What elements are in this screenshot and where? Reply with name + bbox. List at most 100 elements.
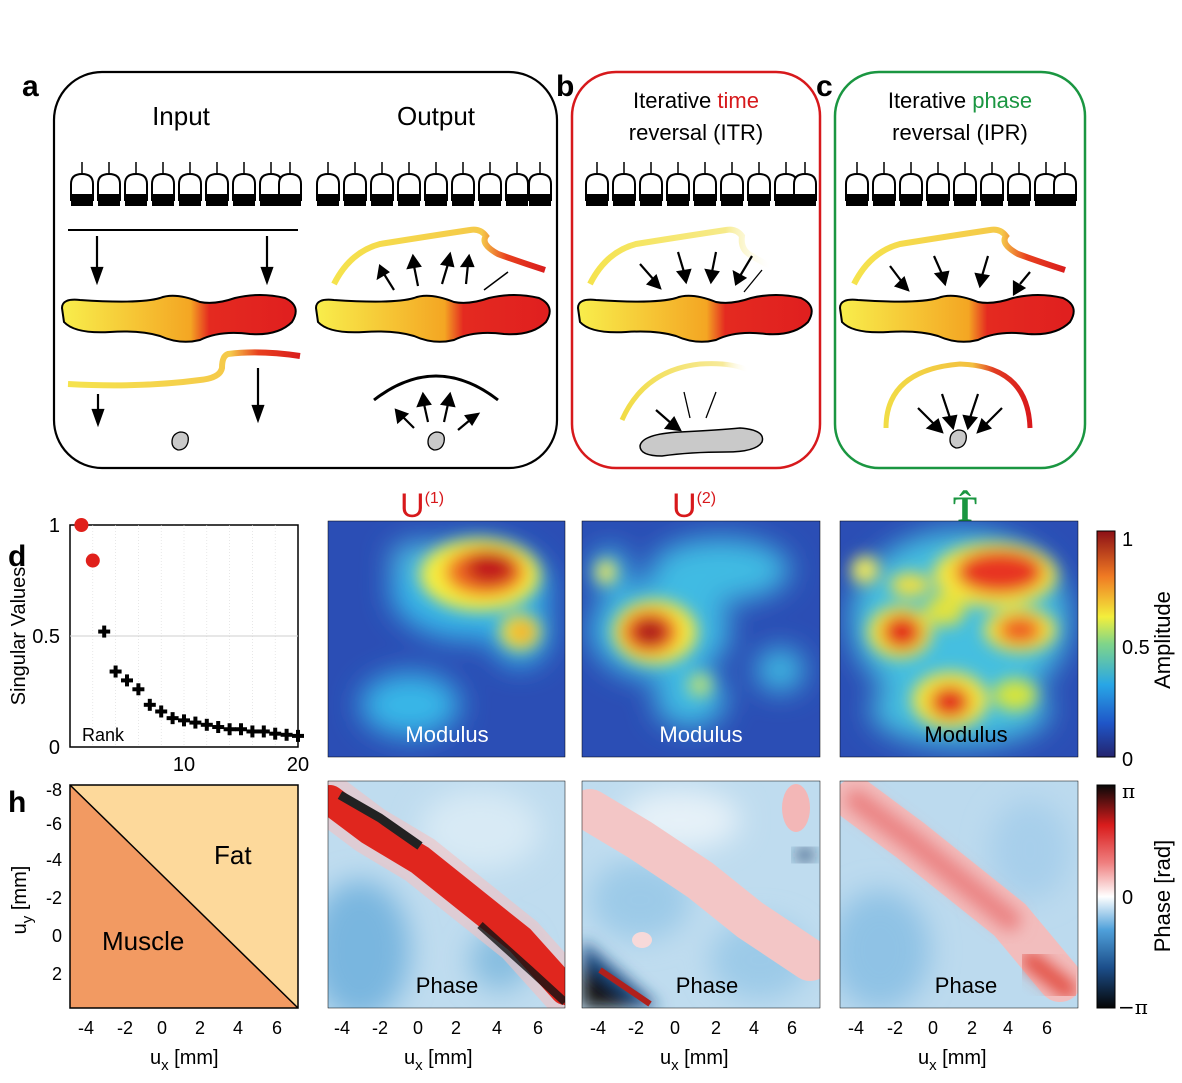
input-label: Input (152, 101, 211, 131)
chart-d-xtick: 20 (287, 754, 309, 776)
svg-text:0: 0 (157, 1018, 167, 1038)
svg-text:0: 0 (670, 1018, 680, 1038)
ux-ticks-k: -4 -2 0 2 4 6 (848, 1018, 1052, 1038)
svg-text:6: 6 (1042, 1018, 1052, 1038)
singular-value-point (155, 705, 168, 718)
singular-value-point (223, 723, 236, 736)
muscle-label: Muscle (102, 926, 184, 956)
svg-text:4: 4 (492, 1018, 502, 1038)
singular-value-point (98, 625, 111, 638)
panel-c-frame (833, 70, 1087, 470)
modulus-map-u1 (328, 521, 565, 757)
svg-text:-4: -4 (334, 1018, 350, 1038)
phase-label-i: Phase (416, 973, 478, 998)
svg-text:6: 6 (787, 1018, 797, 1038)
amplitude-tick-0: 0 (1122, 749, 1133, 771)
phase-title: Phase [rad] (1150, 840, 1175, 953)
singular-value-point (269, 727, 282, 740)
panel-c-ipr-schematic: Iterative phase reversal (IPR) (833, 70, 1087, 470)
chart-d-xtick: 10 (173, 754, 195, 776)
ux-label-h: ux [mm] (150, 1047, 219, 1074)
output-arrows-up (376, 251, 509, 291)
itr-arrows-down (639, 251, 763, 293)
svg-text:-6: -6 (46, 814, 62, 834)
rank-label: Rank (82, 725, 125, 745)
svg-text:2: 2 (52, 964, 62, 984)
svg-text:6: 6 (533, 1018, 543, 1038)
panel-label-h: h (8, 786, 26, 819)
svg-text:-4: -4 (46, 850, 62, 870)
phase-tick-pi: π (1122, 779, 1135, 803)
u2-header: U(2) (672, 487, 716, 525)
ipr-transducer-array (845, 161, 1077, 207)
panel-label-d: d (8, 540, 26, 573)
svg-text:6: 6 (272, 1018, 282, 1038)
u1-header: U(1) (400, 487, 444, 525)
itr-wave (587, 226, 772, 286)
panel-b-itr-schematic: Iterative time reversal (ITR) (570, 70, 822, 470)
ipr-arrows-down (889, 255, 1031, 296)
svg-text:-2: -2 (117, 1018, 133, 1038)
singular-value-point (166, 712, 179, 725)
singular-value-point (189, 716, 202, 729)
modulus-map-t-hat (840, 521, 1078, 757)
output-target (427, 431, 445, 451)
ux-ticks-h: -4 -2 0 2 4 6 (78, 1018, 282, 1038)
output-distorted-wave (331, 226, 546, 286)
itr-transducer-array (585, 161, 817, 207)
ux-ticks-i: -4 -2 0 2 4 6 (334, 1018, 543, 1038)
svg-text:0: 0 (52, 926, 62, 946)
singular-value-point (212, 721, 225, 734)
panel-label-c: c (816, 70, 833, 103)
phase-map-u2 (582, 781, 820, 1008)
ux-label-j: ux [mm] (660, 1047, 729, 1074)
output-tissue-layer (314, 294, 551, 343)
input-distorted-wave (67, 349, 301, 389)
svg-text:-2: -2 (46, 888, 62, 908)
ipr-target (949, 429, 967, 449)
singular-value-point (132, 683, 145, 696)
ipr-tissue-layer (838, 294, 1075, 343)
svg-text:2: 2 (195, 1018, 205, 1038)
amplitude-tick-1: 1 (1122, 529, 1133, 551)
output-transducer-array (316, 161, 552, 207)
svg-text:-2: -2 (628, 1018, 644, 1038)
ipr-wave (851, 226, 1066, 286)
panel-label-a: a (22, 70, 39, 103)
ipr-arc (883, 361, 1033, 429)
ipr-arrows-to-target (917, 393, 1003, 434)
panel-h-frame (69, 784, 299, 1009)
interface-line (69, 784, 299, 1009)
chart-d-ytick: 0 (49, 737, 60, 759)
singular-value-point (257, 725, 270, 738)
itr-arrows-to-target (655, 391, 717, 432)
ipr-title-line1: Iterative phase (888, 88, 1032, 113)
uy-tick-labels: -8 -6 -4 -2 0 2 (46, 780, 62, 984)
singular-value-point (280, 728, 293, 741)
singular-values-chart: 0 0.5 1 10 20 Rank Singular Values (8, 515, 309, 776)
input-tissue-layer (60, 294, 297, 343)
phase-map-u1 (328, 781, 565, 1008)
singular-value-point (292, 729, 304, 742)
modulus-label-f: Modulus (659, 722, 742, 747)
chart-d-points (74, 518, 304, 742)
singular-values-ylabel: Singular Values (8, 567, 30, 706)
ux-label-i: ux [mm] (404, 1047, 473, 1074)
svg-text:-4: -4 (590, 1018, 606, 1038)
uy-axis-label: uy [mm] (9, 866, 36, 935)
svg-text:2: 2 (967, 1018, 977, 1038)
singular-value-point (178, 714, 190, 727)
input-target (171, 431, 189, 451)
singular-value-point (235, 723, 247, 736)
input-transducer-array (70, 161, 302, 207)
singular-value-point (109, 665, 122, 678)
output-arc (373, 374, 499, 402)
fat-label: Fat (214, 840, 252, 870)
ux-ticks-j: -4 -2 0 2 4 6 (590, 1018, 797, 1038)
output-label: Output (397, 101, 476, 131)
chart-d-ytick: 0.5 (32, 626, 60, 648)
modulus-label-e: Modulus (405, 722, 488, 747)
itr-extended-target (639, 427, 764, 457)
modulus-label-g: Modulus (924, 722, 1007, 747)
svg-text:4: 4 (749, 1018, 759, 1038)
